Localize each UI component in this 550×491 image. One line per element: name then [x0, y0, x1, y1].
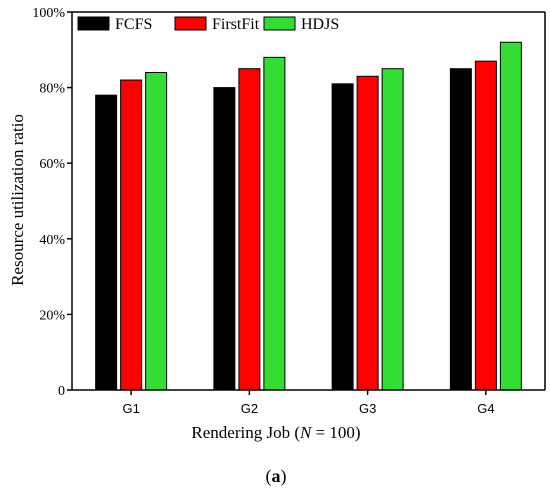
bar-hdjs-g3 [381, 68, 404, 391]
bar-firstfit-g2 [238, 68, 261, 391]
legend-swatch-firstfit [174, 16, 207, 31]
bar-firstfit-g3 [356, 75, 379, 391]
x-axis-title-prefix: Rendering Job ( [191, 423, 300, 442]
legend-label-fcfs: FCFS [115, 16, 152, 33]
y-tick-label: 80% [39, 82, 65, 97]
y-tick-label: 0 [58, 384, 65, 399]
bars-group [95, 41, 522, 391]
bar-hdjs-g4 [499, 41, 522, 391]
bar-fcfs-g4 [449, 68, 472, 391]
bar-fcfs-g1 [95, 94, 118, 391]
bar-fcfs-g3 [331, 83, 354, 391]
bar-fcfs-g2 [213, 87, 236, 391]
x-tick-label: G4 [477, 401, 494, 416]
y-axis-title: Resource utilization ratio [8, 114, 27, 286]
y-tick-label: 100% [32, 6, 65, 21]
x-tick-label: G3 [359, 401, 376, 416]
figure-caption-letter: a [272, 466, 281, 486]
legend-swatch-hdjs [263, 16, 296, 31]
x-axis-title-suffix: = 100) [311, 423, 360, 442]
figure-caption: (a) [266, 466, 287, 487]
bar-hdjs-g2 [263, 56, 286, 391]
legend: FCFS FirstFit HDJS [77, 16, 339, 33]
x-ticks-group: G1 G2 G3 G4 [122, 390, 495, 416]
y-tick-label: 40% [39, 233, 65, 248]
bar-firstfit-g1 [120, 79, 143, 391]
axes-group [71, 11, 546, 391]
y-ticks-group: 0 20% 40% 60% 80% 100% [32, 6, 72, 399]
legend-swatch-fcfs [77, 16, 110, 31]
x-tick-label: G2 [241, 401, 258, 416]
x-axis-title-variable: N [299, 423, 313, 442]
y-tick-label: 20% [39, 308, 65, 323]
legend-label-firstfit: FirstFit [212, 16, 260, 33]
legend-label-hdjs: HDJS [301, 16, 339, 33]
x-tick-label: G1 [122, 401, 139, 416]
y-tick-label: 60% [39, 157, 65, 172]
bar-hdjs-g1 [145, 71, 168, 391]
bar-firstfit-g4 [474, 60, 497, 391]
x-axis-title: Rendering Job (N = 100) [191, 423, 360, 442]
